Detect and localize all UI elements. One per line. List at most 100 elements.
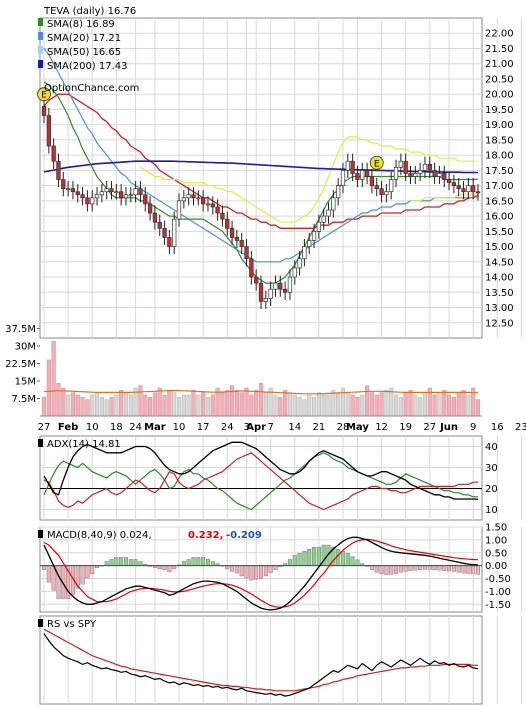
candle-body (340, 170, 346, 186)
price-tick-label: 22.00 (485, 29, 514, 40)
candle-body (258, 282, 264, 302)
macd-histogram-bar (210, 561, 215, 566)
candle-body (321, 215, 326, 223)
candle-body (229, 227, 235, 238)
candle-body (355, 173, 360, 180)
volume-bar (230, 385, 235, 417)
legend-swatch (38, 60, 43, 68)
macd-histogram-bar (201, 557, 206, 566)
volume-bar (350, 394, 355, 417)
volume-bar (326, 394, 331, 417)
candle-body (172, 218, 177, 247)
volume-tick-label: 7.5M (11, 394, 36, 405)
adx-panel: 40 30 20 10 ADX(14) 14.81 (38, 435, 522, 521)
volume-bar (331, 390, 336, 417)
volume-bar (119, 390, 124, 417)
volume-bar (128, 394, 133, 417)
lower-band-line (410, 194, 478, 202)
candle-body (456, 185, 461, 190)
volume-bar (94, 392, 100, 417)
candle-body (408, 173, 413, 177)
volume-bar (432, 394, 437, 417)
macd-tick-label: 1.50 (485, 523, 507, 534)
volume-bar (114, 394, 119, 417)
volume-bar (451, 397, 456, 417)
macd-histogram-bar (403, 565, 408, 572)
legend-label: SMA(8) 16.89 (47, 19, 115, 30)
macd-histogram-bar (42, 565, 47, 570)
macd-histogram-bar (369, 565, 374, 570)
volume-bar (138, 385, 143, 417)
volume-bar (61, 387, 66, 417)
volume-bar (321, 394, 326, 417)
volume-bar (181, 394, 186, 417)
volume-bar (413, 394, 418, 417)
x-tick-label: Feb (58, 422, 78, 433)
volume-bar (234, 390, 239, 417)
volume-bar (379, 392, 384, 417)
candle-body (475, 191, 481, 194)
macd-histogram-bar (427, 565, 432, 570)
candle-body (326, 209, 331, 217)
macd-tick-label: 0.00 (485, 561, 507, 572)
volume-bar (220, 392, 225, 417)
rs-plot-area (39, 615, 483, 705)
macd-legend-swatch (38, 530, 43, 538)
volume-bar (374, 394, 379, 417)
watermark: OptionChance.com (44, 83, 139, 94)
volume-bar (104, 399, 109, 417)
macd-hist-value: -0.209 (226, 530, 262, 541)
macd-histogram-bar (254, 565, 259, 580)
price-tick-label: 13.00 (485, 303, 514, 314)
macd-histogram-bar (350, 556, 355, 566)
price-tick-label: 21.50 (485, 44, 514, 55)
macd-histogram-bar (302, 551, 307, 566)
volume-bar (316, 392, 321, 417)
candle-body (437, 173, 442, 177)
rs-legend-swatch (38, 619, 43, 627)
candle-body (302, 246, 307, 260)
price-tick-label: 14.00 (485, 273, 514, 284)
legend-swatch (38, 32, 43, 40)
macd-histogram-bar (307, 548, 312, 566)
macd-histogram-bar (234, 565, 239, 574)
volume-bar (297, 397, 302, 417)
candle-body (225, 218, 230, 229)
earnings-marker (369, 155, 384, 170)
candle-body (94, 194, 100, 199)
x-tick-label: 23 (515, 422, 526, 433)
macd-tick-label: 1.00 (485, 535, 507, 546)
adx-title: ADX(14) 14.81 (47, 439, 121, 450)
candle-body (360, 170, 365, 180)
candle-body (345, 160, 350, 171)
volume-bar (75, 394, 80, 417)
adx-tick-label: 30 (485, 463, 498, 474)
volume-bar (210, 394, 215, 417)
volume-bar (442, 390, 447, 417)
volume-bar (162, 394, 167, 417)
macd-histogram-bar (268, 565, 273, 573)
volume-bar (90, 394, 95, 417)
candle-body (263, 298, 268, 302)
macd-histogram-bar (205, 558, 210, 566)
price-tick-label: 14.50 (485, 257, 514, 268)
volume-bar (355, 397, 360, 417)
volume-bar (51, 341, 56, 417)
candle-body (461, 188, 466, 193)
x-tick-label: 16 (491, 422, 504, 433)
volume-bar (447, 394, 452, 417)
x-tick-label: 7 (267, 422, 273, 433)
price-tick-label: 13.50 (485, 288, 514, 299)
candle-body (239, 240, 244, 247)
macd-histogram-bar (384, 565, 389, 575)
macd-histogram-bar (389, 565, 394, 575)
volume-bar (143, 394, 148, 417)
candle-body (282, 288, 288, 293)
candle-body (331, 197, 336, 211)
volume-bar (196, 394, 201, 417)
macd-signal-value: 0.232, (188, 530, 223, 541)
macd-histogram-bar (114, 557, 119, 566)
candle-body (451, 182, 457, 186)
macd-histogram-bar (456, 565, 461, 573)
macd-histogram-bar (46, 565, 51, 583)
